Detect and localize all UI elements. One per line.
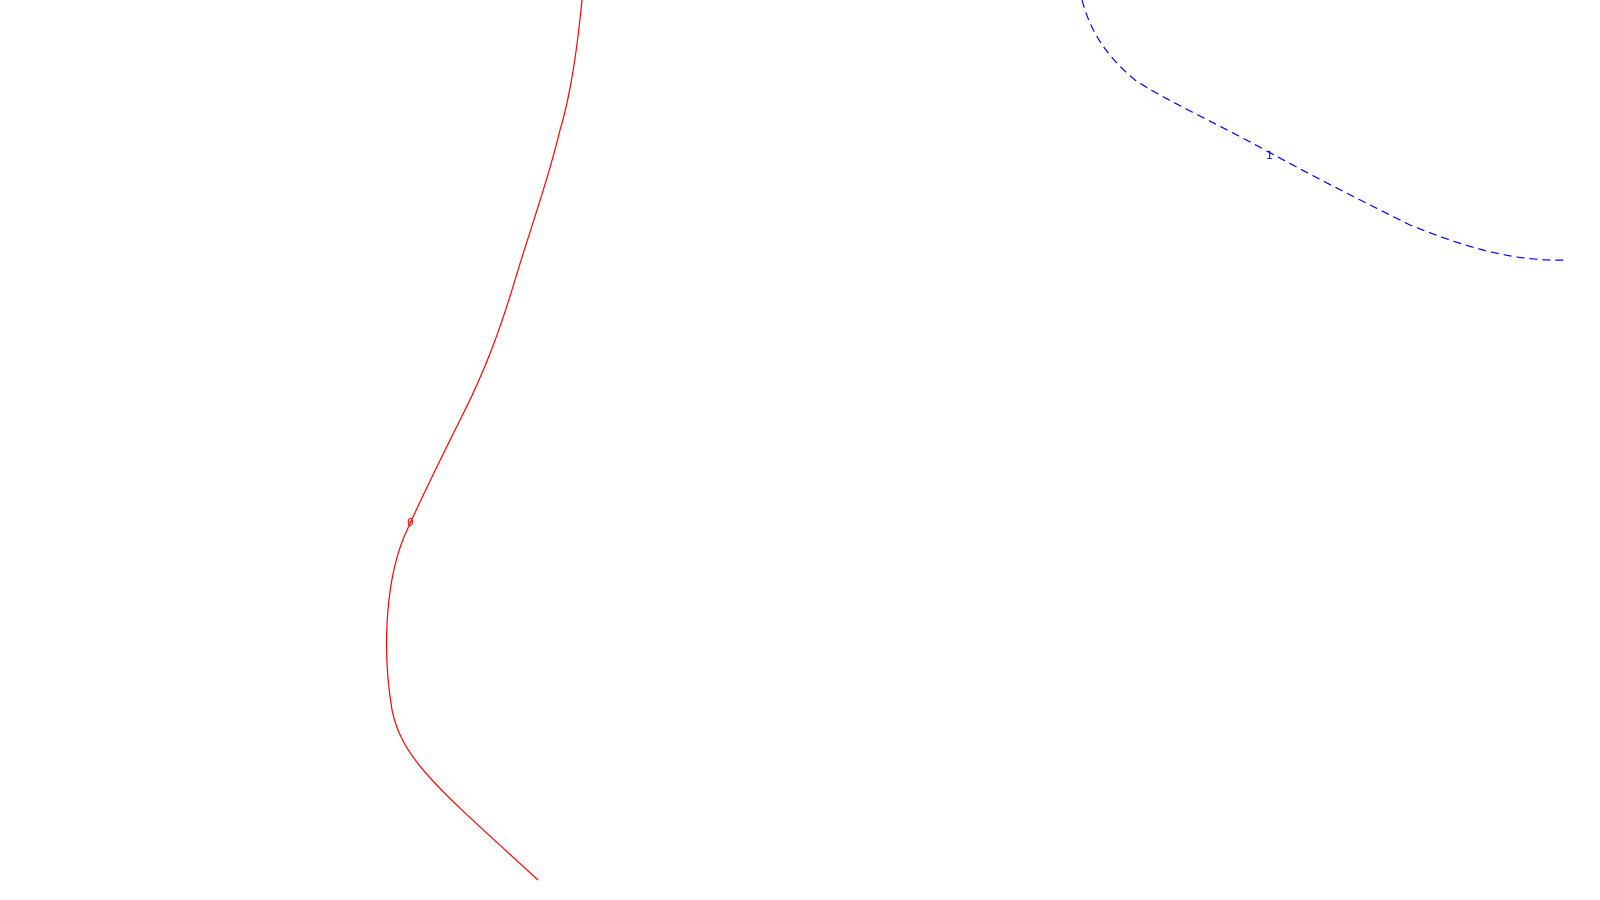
contour-label-0: 0 <box>407 516 414 529</box>
contour-line-0 <box>385 0 583 881</box>
contour-line-1 <box>1081 0 1569 261</box>
contour-label-1: 1 <box>1266 149 1273 162</box>
